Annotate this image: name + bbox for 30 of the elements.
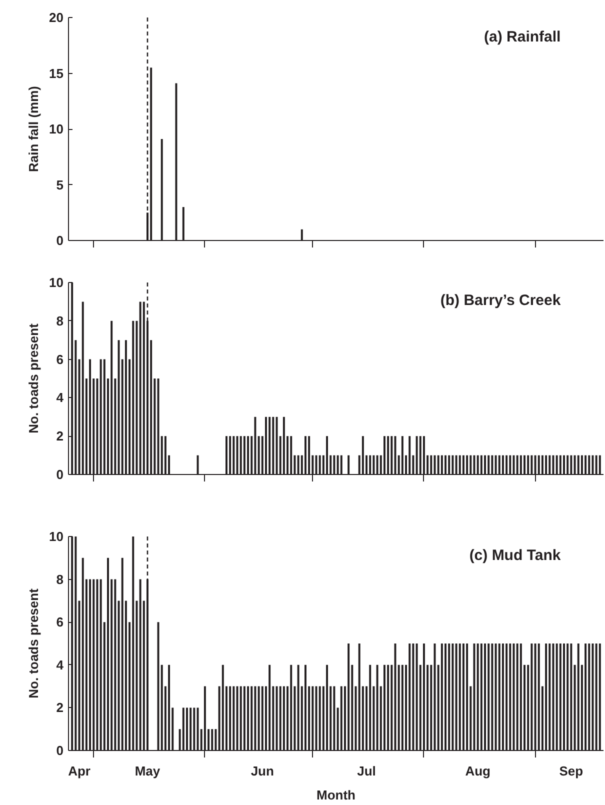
x-tick-label: May xyxy=(134,764,161,778)
x-tick-label: Jul xyxy=(357,764,376,778)
x-tick-label: Apr xyxy=(68,764,90,778)
y-tick-label: 10 xyxy=(49,122,64,136)
y-axis-title: Rain fall (mm) xyxy=(26,86,42,172)
y-tick-label: 6 xyxy=(56,614,64,630)
y-tick-label: 0 xyxy=(56,467,64,482)
y-tick-label: 10 xyxy=(49,529,64,544)
y-tick-label: 4 xyxy=(56,657,64,672)
text: (a) Rainfall xyxy=(484,28,561,46)
x-tick-label: Jun xyxy=(250,764,274,778)
y-axis-title: No. toads present xyxy=(26,322,42,434)
x-tick-label: Sep xyxy=(559,764,584,778)
y-tick-label: 4 xyxy=(56,390,64,406)
y-tick-label: 8 xyxy=(56,572,64,587)
y-tick-label: 6 xyxy=(56,352,64,367)
y-tick-label: 2 xyxy=(56,428,64,444)
text: (b) Barry’s Creek xyxy=(440,292,562,310)
y-tick-label: 8 xyxy=(56,313,64,328)
y-tick-label: 0 xyxy=(56,743,64,758)
y-axis-title: No. toads present xyxy=(26,588,42,698)
y-tick-label: 2 xyxy=(56,700,64,716)
y-tick-label: 10 xyxy=(49,275,64,290)
y-tick-label: 15 xyxy=(49,66,64,81)
y-tick-label: 5 xyxy=(56,177,64,192)
x-tick-label: Aug xyxy=(465,764,491,778)
text: (c) Mud Tank xyxy=(469,547,562,564)
x-axis-title: Month xyxy=(316,788,356,802)
y-tick-label: 20 xyxy=(49,10,64,25)
y-tick-label: 0 xyxy=(56,233,64,248)
